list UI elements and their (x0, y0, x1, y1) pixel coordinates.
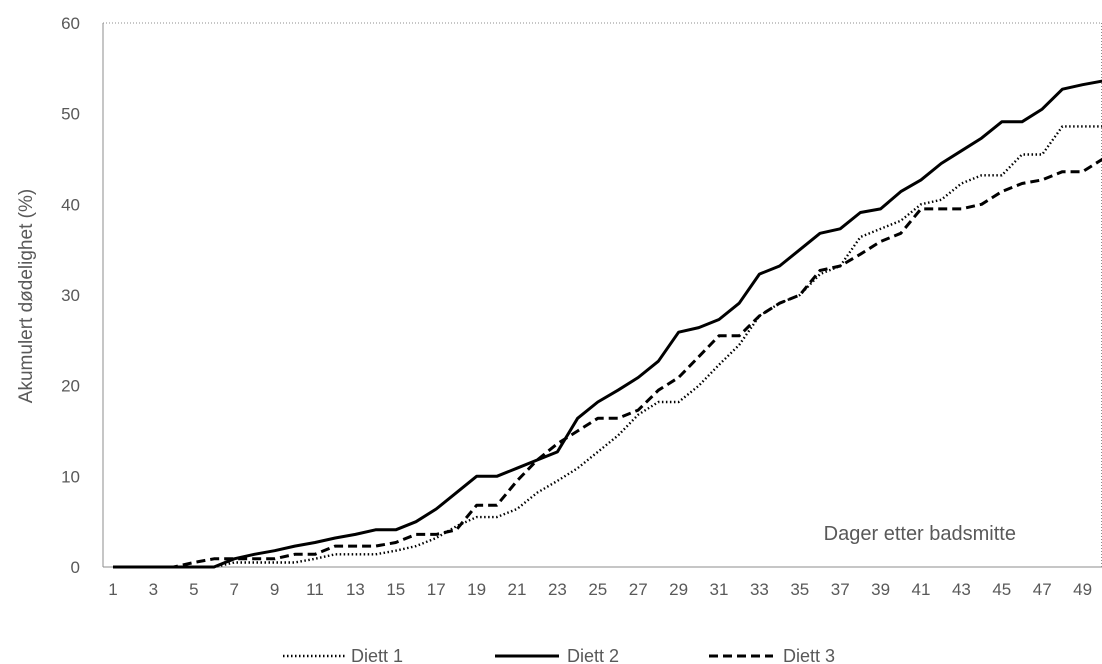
x-tick-label: 39 (871, 580, 890, 599)
x-tick-label: 7 (229, 580, 238, 599)
y-tick-label: 40 (61, 195, 80, 214)
y-tick-label: 60 (61, 14, 80, 33)
x-tick-label: 19 (467, 580, 486, 599)
plot-area (102, 22, 1102, 568)
x-tick-label: 21 (508, 580, 527, 599)
x-tick-label: 37 (831, 580, 850, 599)
legend-label-2: Diett 2 (567, 646, 619, 664)
x-tick-label: 27 (629, 580, 648, 599)
x-tick-label: 5 (189, 580, 198, 599)
x-tick-label: 11 (306, 580, 324, 599)
x-tick-label: 45 (992, 580, 1011, 599)
x-tick-label: 35 (790, 580, 809, 599)
y-tick-label: 20 (61, 377, 80, 396)
y-axis-title: Akumulert dødelighet (%) (16, 189, 37, 403)
series-line-1 (113, 125, 1102, 569)
x-axis-tick-labels: 1 3 5 7 9 11 13 15 17 19 21 23 25 27 29 31 33 35 37 39 41 43 4… (108, 580, 1092, 599)
y-tick-label: 0 (71, 558, 80, 577)
x-tick-label: 25 (588, 580, 607, 599)
x-tick-label: 43 (952, 580, 971, 599)
x-tick-label: 33 (750, 580, 769, 599)
x-tick-label: 23 (548, 580, 567, 599)
x-tick-label: 41 (912, 580, 931, 599)
x-tick-label: 13 (346, 580, 365, 599)
x-tick-label: 31 (710, 580, 729, 599)
y-tick-label: 30 (61, 286, 80, 305)
x-tick-label: 9 (270, 580, 279, 599)
x-tick-label: 17 (427, 580, 446, 599)
x-axis-annotation: Dager etter badsmitte (824, 523, 1016, 545)
series-line-3 (113, 157, 1102, 569)
legend-label-1: Diett 1 (351, 646, 403, 664)
series-line-2 (113, 79, 1102, 569)
x-tick-label: 15 (386, 580, 405, 599)
y-tick-label: 50 (61, 105, 80, 124)
y-axis-tick-labels: 0 10 20 30 40 50 60 (61, 14, 80, 577)
x-tick-label: 29 (669, 580, 688, 599)
x-tick-label: 3 (149, 580, 158, 599)
series-lines (113, 79, 1102, 569)
y-tick-label: 10 (61, 467, 80, 486)
x-tick-label: 47 (1033, 580, 1052, 599)
x-tick-label: 49 (1073, 580, 1092, 599)
legend: Diett 1 Diett 2 Diett 3 (283, 646, 835, 664)
legend-label-3: Diett 3 (783, 646, 835, 664)
x-tick-label: 1 (108, 580, 117, 599)
